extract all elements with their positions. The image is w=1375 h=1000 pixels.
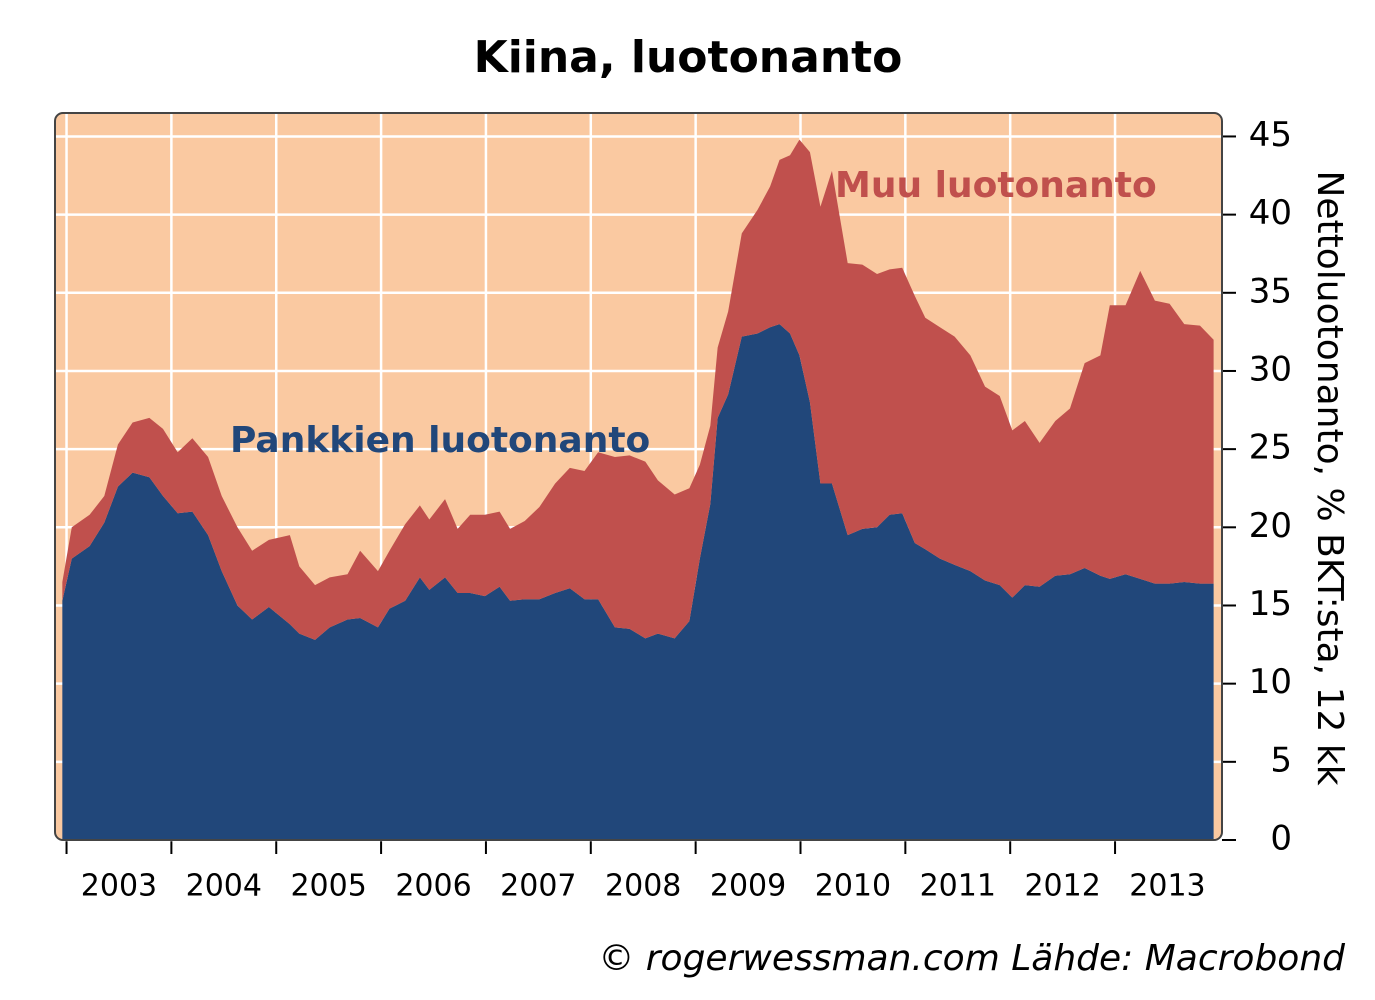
x-tick-label: 2004 <box>186 869 262 904</box>
area <box>62 324 1214 840</box>
y-axis-label: Nettoluotonanto, % BKT:sta, 12 kk <box>1309 170 1350 785</box>
y-tick-label: 5 <box>1270 740 1292 780</box>
y-tick-label: 0 <box>1270 819 1292 859</box>
series-label: Pankkien luotonanto <box>230 420 650 461</box>
x-tick-label: 2003 <box>81 869 157 904</box>
y-tick-label: 40 <box>1249 193 1292 233</box>
source: © rogerwessman.com Lähde: Macrobond <box>598 938 1346 979</box>
chart-title: Kiina, luotonanto <box>474 32 903 83</box>
x-tick-label: 2012 <box>1024 869 1100 904</box>
x-tick-label: 2007 <box>500 869 576 904</box>
x-tick-label: 2010 <box>815 869 891 904</box>
y-tick-label: 35 <box>1249 271 1292 311</box>
y-tick-label: 10 <box>1249 662 1292 702</box>
area <box>62 139 1214 640</box>
x-tick-label: 2011 <box>920 869 996 904</box>
x-tick-label: 2006 <box>395 869 471 904</box>
y-tick-label: 20 <box>1249 506 1292 546</box>
x-tick-label: 2013 <box>1129 869 1205 904</box>
y-tick-label: 15 <box>1249 584 1292 624</box>
series-label: Muu luotonanto <box>835 165 1157 206</box>
y-tick-label: 30 <box>1249 349 1292 389</box>
y-tick-label: 25 <box>1249 428 1292 468</box>
x-tick-label: 2008 <box>605 869 681 904</box>
y-tick-label: 45 <box>1249 115 1292 155</box>
plot-frame <box>54 112 1223 841</box>
x-tick-label: 2005 <box>290 869 366 904</box>
x-tick-label: 2009 <box>710 869 786 904</box>
